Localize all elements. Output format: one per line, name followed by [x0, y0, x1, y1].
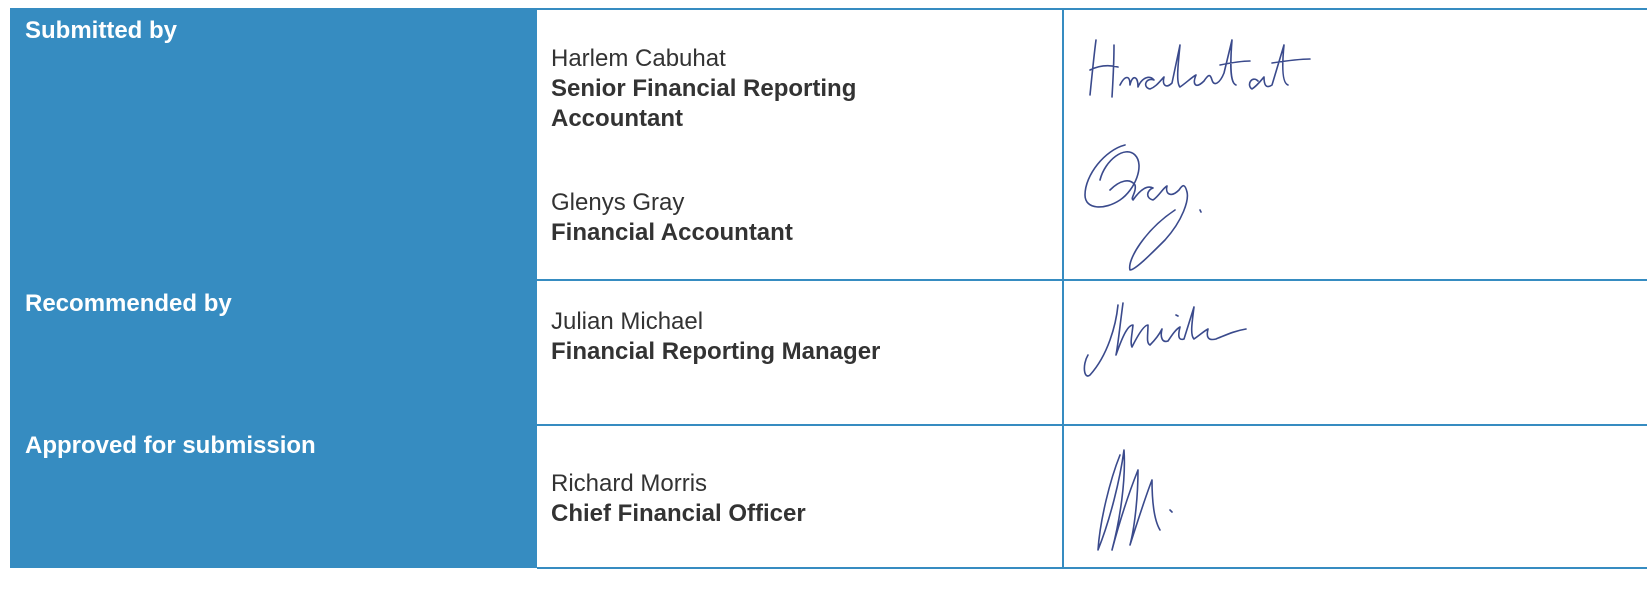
row-label: Submitted by	[25, 17, 178, 44]
person-title: Senior Financial Reporting Accountant	[551, 75, 857, 132]
border	[537, 279, 1647, 281]
person-name: Harlem Cabuhat	[551, 45, 726, 72]
row-label: Approved for submission	[25, 432, 316, 459]
border	[1062, 8, 1064, 568]
signature	[1084, 144, 1202, 271]
person-name: Julian Michael	[551, 308, 704, 335]
border	[537, 567, 1647, 569]
person-title: Financial Accountant	[551, 219, 793, 246]
signature	[1083, 302, 1247, 377]
person: Julian Michael Financial Reporting Manag…	[551, 307, 941, 367]
person: Richard Morris Chief Financial Officer	[551, 469, 941, 529]
person-title: Chief Financial Officer	[551, 500, 806, 527]
row-label: Recommended by	[25, 290, 232, 317]
person-title: Financial Reporting Manager	[551, 338, 881, 365]
person-name: Richard Morris	[551, 470, 708, 497]
person: Glenys Gray Financial Accountant	[551, 188, 941, 248]
border	[537, 424, 1647, 426]
person: Harlem Cabuhat Senior Financial Reportin…	[551, 44, 941, 134]
person-name: Glenys Gray	[551, 189, 685, 216]
label-column	[10, 8, 537, 568]
border	[537, 8, 1647, 10]
signature	[1097, 449, 1173, 551]
signature	[1089, 39, 1311, 98]
